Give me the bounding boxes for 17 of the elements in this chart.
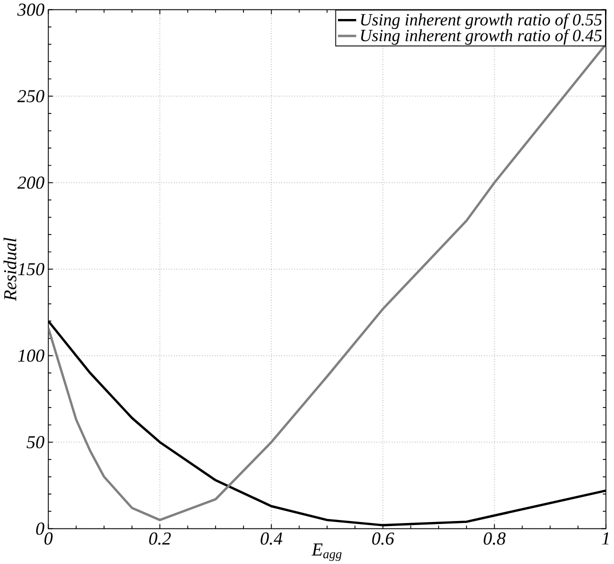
x-tick-label: 0.6 (372, 532, 394, 545)
y-tick-label: 300 (17, 3, 44, 16)
y-tick-label: 200 (17, 176, 44, 189)
x-tick-label: 0.8 (484, 532, 506, 545)
y-tick-label: 250 (17, 90, 44, 102)
legend-label: Using inherent growth ratio of 0.45 (361, 28, 602, 45)
x-tick-label: 1 (602, 532, 608, 544)
y-tick-label: 50 (26, 436, 44, 448)
y-tick-label: 100 (18, 349, 44, 362)
x-tick-label: 0 (44, 532, 53, 544)
x-tick-label: 0.2 (149, 532, 171, 545)
x-tick-label: 0.4 (260, 532, 282, 545)
y-tick-label: 0 (36, 522, 44, 535)
x-axis-title: E$_{agg}$ (312, 543, 342, 561)
y-tick-label: 150 (18, 262, 44, 276)
legend-label: Using inherent growth ratio of 0.55 (361, 13, 602, 29)
y-axis-title: Residual (4, 238, 16, 301)
